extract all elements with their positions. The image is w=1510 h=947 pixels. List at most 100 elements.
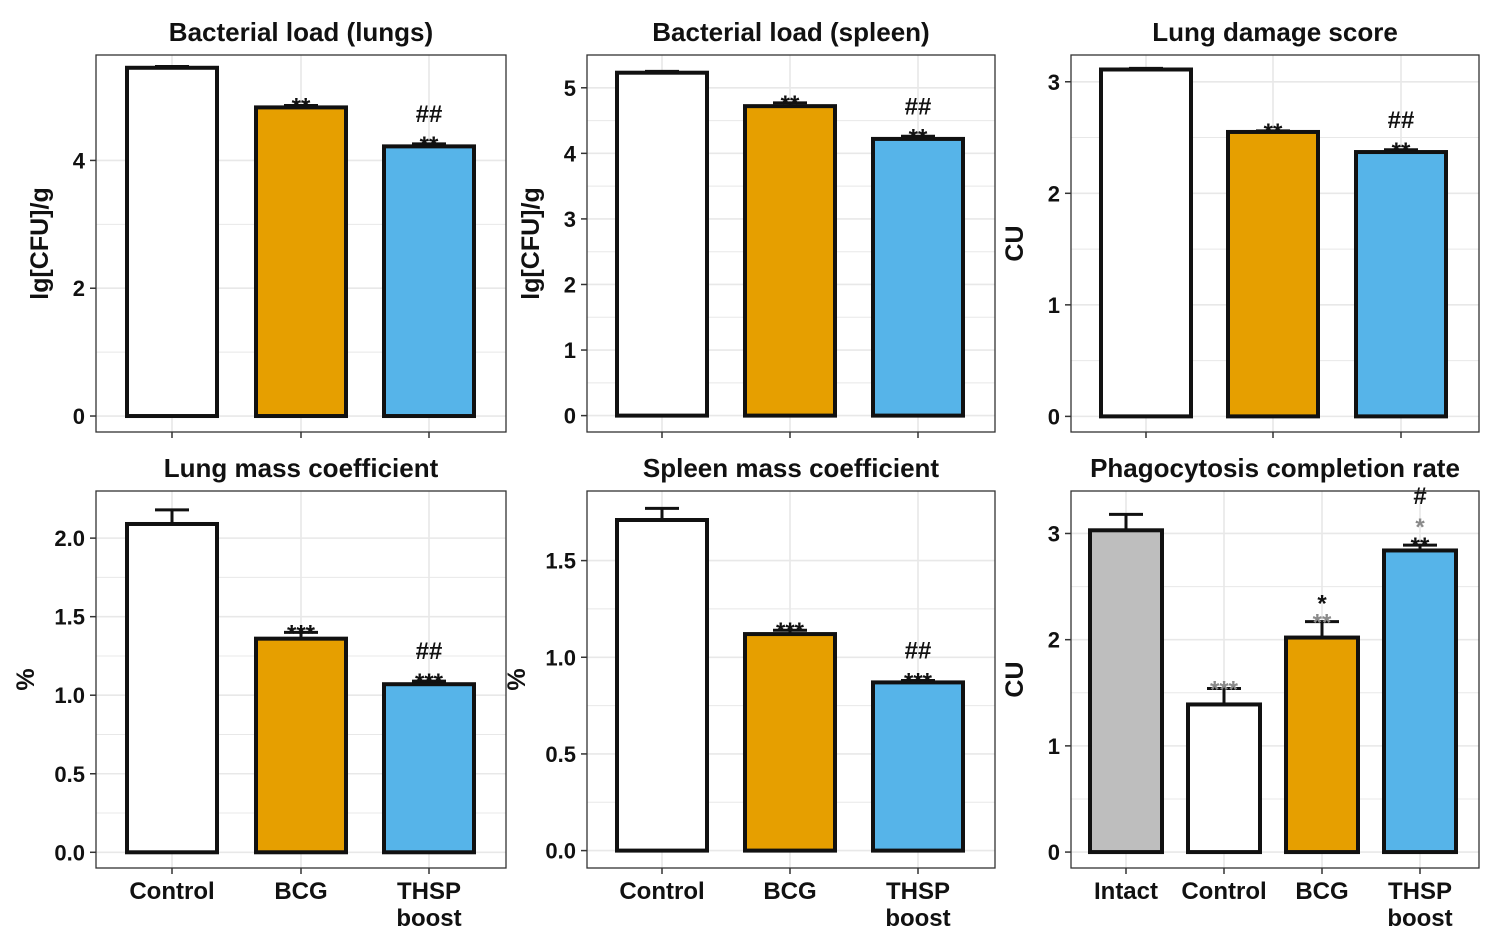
y-axis-label: CU	[1001, 225, 1029, 261]
y-tick-label: 1.0	[54, 683, 85, 708]
chart-panel-4: *** *** ## 0.0 0.5 1.0 1.5 2.0 Lung mass coeffic…	[12, 453, 507, 932]
y-tick-label: 0	[1048, 404, 1060, 429]
bar-bcg	[1226, 129, 1320, 419]
bar-bcg	[254, 636, 348, 855]
bar-control	[615, 518, 709, 853]
y-tick-label: 0.0	[545, 839, 576, 864]
y-tick-label: 1	[1048, 293, 1060, 318]
significance-label: ***	[415, 669, 444, 696]
chart-title: Bacterial load (spleen)	[652, 17, 929, 47]
y-tick-label: 2	[1048, 181, 1060, 206]
significance-label: **	[420, 132, 439, 159]
significance-label: *	[1317, 591, 1327, 618]
bar-bcg	[1284, 635, 1360, 855]
panel-border	[586, 490, 996, 869]
significance-label: ##	[905, 93, 932, 120]
x-tick-label: Control	[619, 878, 704, 905]
chart-title: Lung damage score	[1152, 17, 1398, 47]
panel-border	[1070, 490, 1480, 869]
y-axis-label: lg[CFU]/g	[517, 187, 545, 299]
chart-panel-1: ** ** ## 0 2 4 Bacterial load (lungs) lg[CFU]/g	[26, 17, 507, 438]
y-tick-label: 0	[73, 404, 85, 429]
x-tick-label: THSP	[397, 878, 461, 905]
y-tick-label: 0.5	[545, 742, 576, 767]
y-tick-label: 3	[1048, 521, 1060, 546]
y-axis-label: lg[CFU]/g	[26, 187, 54, 299]
x-tick-label: THSP	[1388, 878, 1452, 905]
significance-label: ***	[776, 618, 805, 645]
y-tick-label: 0	[564, 404, 576, 429]
x-tick-label: BCG	[1295, 878, 1348, 905]
x-tick-label: Intact	[1094, 878, 1158, 905]
significance-label: **	[1264, 119, 1283, 146]
significance-label: #	[1413, 483, 1426, 510]
bar-bcg	[743, 104, 837, 418]
significance-label: **	[909, 124, 928, 151]
y-tick-label: 3	[564, 207, 576, 232]
significance-label: ***	[1210, 677, 1239, 704]
y-tick-label: 3	[1048, 70, 1060, 95]
chart-panel-3: ** ** ## 0 1 2 3 Lung damage score CU	[1001, 17, 1480, 438]
bar-control	[125, 65, 219, 419]
x-tick-label: THSP	[886, 878, 950, 905]
x-tick-label: Control	[1181, 878, 1266, 905]
significance-label: ***	[287, 620, 316, 647]
y-tick-label: 4	[564, 141, 577, 166]
bar-thsp	[1382, 548, 1458, 855]
y-tick-label: 0.0	[54, 840, 85, 865]
x-tick-label: BCG	[763, 878, 816, 905]
y-tick-label: 1.0	[545, 645, 576, 670]
y-tick-label: 1.5	[545, 549, 576, 574]
chart-panel-5: *** *** ## 0.0 0.5 1.0 1.5 Spleen mass coeffici…	[503, 453, 996, 932]
chart-title: Spleen mass coefficient	[643, 453, 940, 483]
y-tick-label: 4	[73, 148, 86, 173]
bar-thsp	[1354, 150, 1448, 419]
significance-label: **	[781, 91, 800, 118]
panel-border	[586, 54, 996, 433]
significance-label: **	[1411, 533, 1430, 560]
y-tick-label: 1	[1048, 734, 1060, 759]
significance-label: **	[1313, 610, 1332, 637]
significance-label: *	[1415, 514, 1425, 541]
x-tick-label: BCG	[274, 878, 327, 905]
y-axis-label: %	[12, 668, 40, 690]
bar-thsp	[871, 680, 965, 853]
bar-thsp	[382, 682, 476, 855]
y-tick-label: 2.0	[54, 526, 85, 551]
chart-panel-2: ** ** ## 0 1 2 3 4 5 Bacterial load (spleen) lg[CF…	[517, 17, 996, 438]
bar-intact	[1088, 528, 1164, 855]
bar-bcg	[254, 105, 348, 419]
bar-control	[125, 521, 219, 855]
significance-label: ##	[905, 637, 932, 664]
significance-label: ##	[416, 638, 443, 665]
y-tick-label: 2	[564, 272, 576, 297]
chart-title: Phagocytosis completion rate	[1090, 453, 1460, 483]
y-tick-label: 1.5	[54, 605, 85, 630]
y-tick-label: 0.5	[54, 762, 85, 787]
y-tick-label: 2	[1048, 628, 1060, 653]
chart-title: Lung mass coefficient	[164, 453, 439, 483]
bar-thsp	[382, 144, 476, 419]
bar-control	[1186, 702, 1262, 855]
y-tick-label: 0	[1048, 840, 1060, 865]
bar-control	[1099, 67, 1193, 419]
significance-label: ##	[1388, 107, 1415, 134]
x-tick-label: boost	[885, 905, 950, 932]
y-tick-label: 2	[73, 276, 85, 301]
significance-label: **	[292, 93, 311, 120]
bar-control	[615, 70, 709, 418]
panel-border	[1070, 54, 1480, 433]
bar-bcg	[743, 632, 837, 853]
chart-title: Bacterial load (lungs)	[169, 17, 433, 47]
y-axis-label: %	[503, 668, 531, 690]
x-tick-label: boost	[396, 905, 461, 932]
significance-label: ***	[904, 668, 933, 695]
significance-label: **	[1392, 138, 1411, 165]
x-tick-label: boost	[1387, 905, 1452, 932]
significance-label: ##	[416, 101, 443, 128]
y-tick-label: 5	[564, 76, 576, 101]
y-tick-label: 1	[564, 338, 576, 363]
x-tick-label: Control	[129, 878, 214, 905]
